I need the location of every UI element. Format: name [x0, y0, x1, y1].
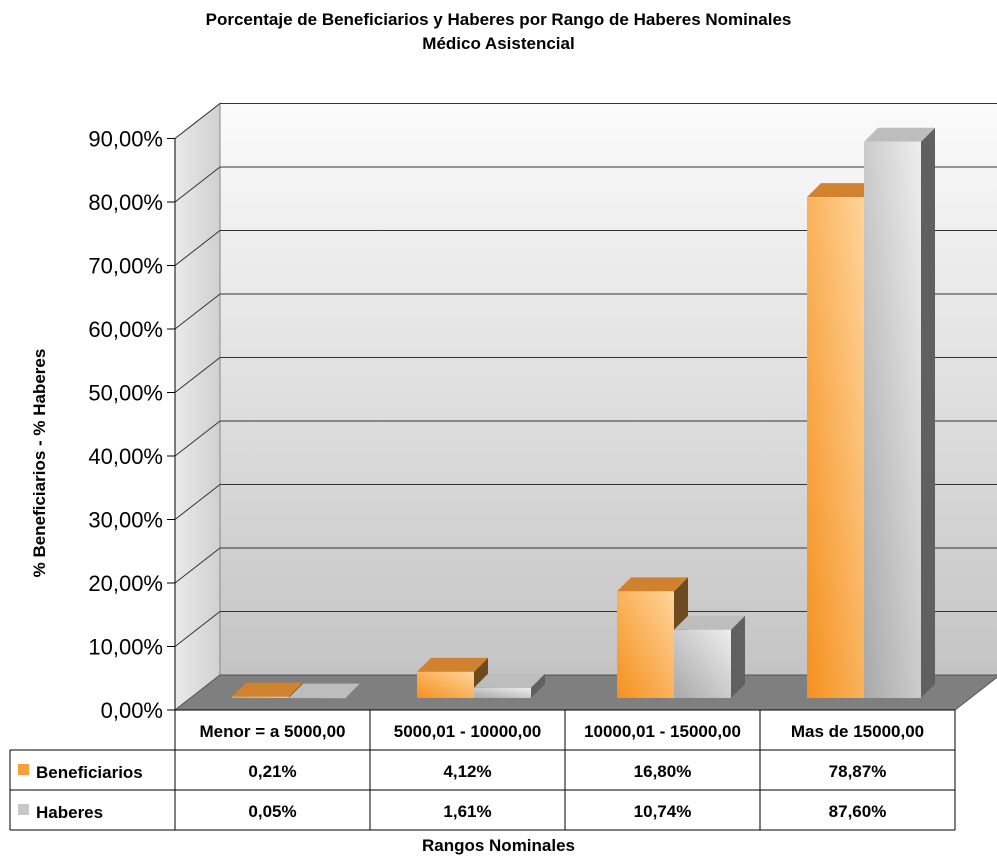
gridline-side [174, 547, 221, 584]
bar-top [289, 683, 360, 698]
bar-side [731, 615, 745, 698]
legend-entry: Beneficiarios [36, 763, 143, 782]
y-tick-label: 90,00% [88, 127, 163, 152]
data-label: 4,12% [443, 762, 491, 781]
y-tick-label: 80,00% [88, 190, 163, 215]
x-tick-label: 10000,01 - 15000,00 [584, 722, 741, 741]
bar-top [807, 183, 878, 198]
bar-beneficiarios-1 [417, 657, 488, 698]
data-label: 10,74% [634, 802, 692, 821]
gridline-side [174, 611, 221, 647]
y-tick-label: 50,00% [88, 381, 163, 406]
y-tick-label: 60,00% [88, 317, 163, 342]
bar-top [417, 657, 488, 672]
y-tick-label: 20,00% [88, 571, 163, 596]
bar-haberes-1 [474, 673, 545, 698]
bar-side [531, 673, 545, 698]
data-label: 1,61% [443, 802, 491, 821]
bar-front [674, 629, 731, 698]
y-tick-label: 70,00% [88, 254, 163, 279]
legend-swatch [18, 804, 29, 815]
bar-haberes-2 [674, 615, 745, 698]
chart-subtitle: Médico Asistencial [422, 34, 575, 53]
gridline-side [174, 484, 221, 520]
gridline-side [174, 293, 221, 330]
bar-front [417, 671, 474, 698]
x-tick-label: 5000,01 - 10000,00 [394, 722, 541, 741]
x-tick-label: Menor = a 5000,00 [199, 722, 345, 741]
chart-title-line: Porcentaje de Beneficiarios y Haberes po… [205, 10, 792, 29]
side-wall [174, 102, 221, 712]
bar-side [289, 682, 303, 698]
x-axis-label: Rangos Nominales [421, 836, 576, 855]
bar-front [807, 197, 864, 698]
bar-top [864, 127, 935, 142]
legend-entry: Haberes [36, 803, 103, 822]
bar-haberes-3 [864, 127, 935, 699]
bar-haberes-0 [289, 683, 360, 699]
gridline-side [174, 420, 221, 457]
y-tick-label: 10,00% [88, 635, 163, 660]
legend-swatch [18, 764, 29, 775]
x-tick-label: Mas de 15000,00 [791, 722, 924, 741]
data-label: 16,80% [634, 762, 692, 781]
data-label: 78,87% [829, 762, 887, 781]
y-tick-label: 30,00% [88, 508, 163, 533]
bar-top [617, 577, 688, 592]
bar-front [232, 696, 289, 698]
data-label: 0,05% [248, 802, 296, 821]
bar-top [674, 615, 745, 630]
y-tick-label: 0,00% [101, 698, 163, 723]
bar-front [864, 141, 921, 699]
y-tick-label: 40,00% [88, 444, 163, 469]
bar-top [474, 673, 545, 688]
gridline-side [174, 166, 221, 203]
bar-front [289, 697, 346, 699]
bar-top [232, 682, 303, 697]
gridline-side [174, 103, 221, 139]
bar-side [921, 127, 935, 699]
bar-front [474, 687, 531, 698]
bar-beneficiarios-0 [232, 682, 303, 698]
bar-front [617, 591, 674, 698]
gridline-side [174, 357, 221, 393]
chart-title: Porcentaje de Beneficiarios y Haberes po… [0, 8, 997, 56]
data-label: 0,21% [248, 762, 296, 781]
bar-beneficiarios-2 [617, 577, 688, 698]
bar-side [346, 683, 360, 698]
gridline-side [174, 230, 221, 266]
data-label: 87,60% [829, 802, 887, 821]
